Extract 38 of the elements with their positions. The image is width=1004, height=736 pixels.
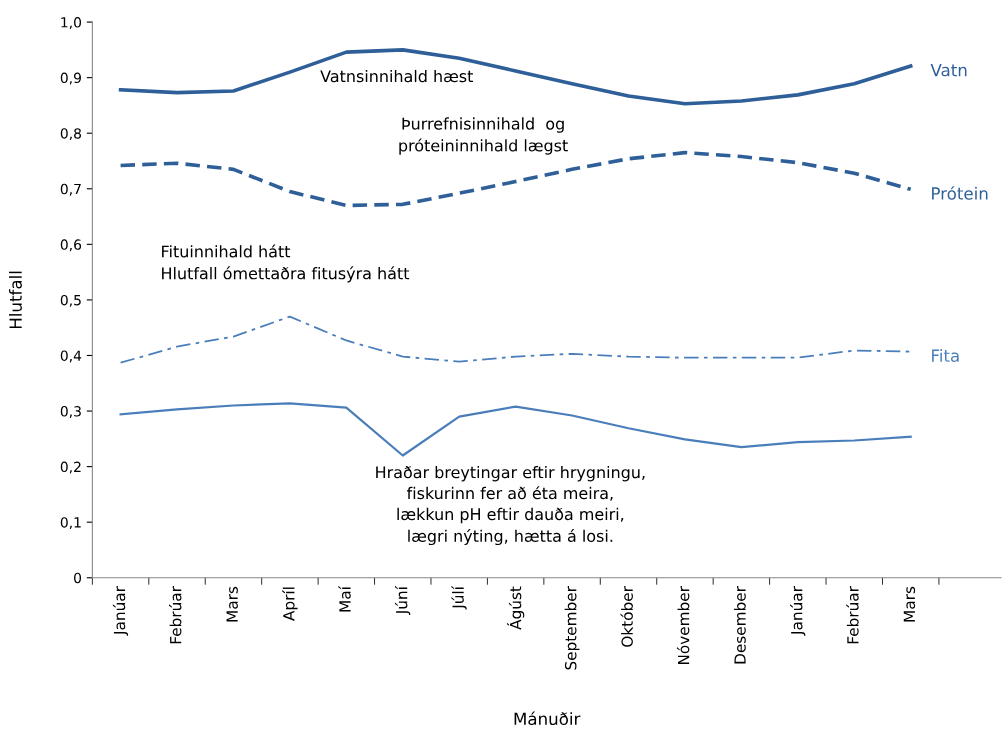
annotation: Fituinnihald hátt Hlutfall ómettaðra fitusýra hátt — [162, 244, 410, 283]
y-tick-label: 0,1 — [60, 517, 81, 530]
y-tick-label: 0,5 — [60, 294, 81, 307]
y-tick-label: 0,8 — [60, 128, 81, 141]
y-tick-label: 1,0 — [61, 17, 82, 29]
x-tick-label: Janúar — [790, 586, 806, 636]
annotation: Hraðar breytingar eftir hrygningu, fiskurinn fer að éta meira, lækkun pH eftir dauða meiri, lægri nýting, hætta á losi. — [376, 465, 645, 546]
y-axis-title: Hlutfall — [9, 271, 22, 329]
x-tick-label: Nóvember — [676, 586, 690, 665]
line-series — [118, 48, 913, 106]
series-label: Vatn — [930, 63, 967, 77]
annotation: Vatnsinnihald hæst — [320, 69, 474, 83]
y-tick-label: 0,6 — [60, 239, 82, 252]
series-label: Prótein — [932, 186, 988, 200]
x-tick-label: Febrúar — [846, 586, 859, 644]
x-tick-label: Febrúar — [169, 586, 182, 644]
y-tick-label: 0,3 — [60, 406, 81, 418]
x-tick-label: Október — [620, 586, 633, 647]
x-tick-label: Maí — [338, 585, 351, 612]
y-tick-label: 0,9 — [60, 72, 81, 85]
x-tick-label: Desember — [733, 586, 746, 664]
x-tick-label: Mars — [903, 586, 916, 622]
y-tick-label: 0 — [74, 572, 82, 584]
x-tick-label: Ágúst — [506, 586, 525, 630]
x-axis-title: Mánuðir — [514, 711, 581, 726]
x-tick-label: September — [564, 586, 580, 670]
line-series — [119, 315, 912, 364]
line-series — [119, 402, 912, 457]
y-tick-label: 0,4 — [60, 350, 82, 363]
x-tick-label: Júlí — [451, 585, 467, 610]
series-label: Fita — [932, 349, 959, 362]
x-tick-label: Mars — [226, 586, 238, 622]
annotation: Þurrefnisinnihald og próteininnihald lægst — [399, 117, 568, 155]
y-tick-label: 0,7 — [60, 183, 81, 196]
x-tick-label: Júní — [395, 585, 411, 615]
y-tick-label: 0,2 — [60, 461, 81, 474]
x-tick-label: Janúar — [112, 586, 129, 636]
x-tick-label: Apríl — [282, 587, 298, 621]
